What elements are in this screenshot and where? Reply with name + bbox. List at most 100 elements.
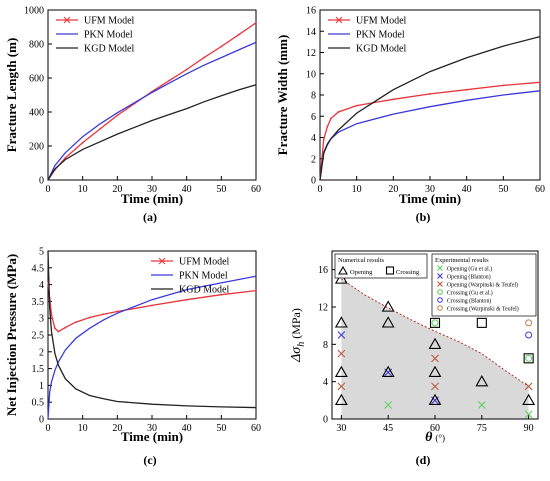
y-tick-label: 2.5	[32, 331, 45, 342]
experimental-opening-point	[384, 401, 393, 409]
x-tick-label: 75	[477, 423, 487, 434]
series-point	[57, 330, 60, 333]
x-tick-label: 0	[46, 184, 51, 195]
series-line-kgd-model	[47, 250, 257, 409]
y-tick-label: 12	[306, 48, 316, 59]
numerical-opening-point	[522, 393, 536, 406]
legend-marker	[63, 16, 71, 24]
series-line-pkn-model	[319, 90, 541, 181]
x-axis-label: Time (min)	[121, 191, 183, 206]
x-tick-label: 0	[318, 184, 323, 195]
series-point	[255, 21, 257, 24]
legend-experimental-label: Opening (Blanton)	[447, 274, 491, 281]
series-point	[185, 298, 188, 301]
x-tick-label: 30	[425, 184, 435, 195]
y-tick-label: 1	[39, 381, 44, 392]
x-tick-label: 50	[498, 184, 508, 195]
y-tick-label: 1000	[24, 6, 44, 17]
y-tick-label: 0.5	[32, 398, 45, 409]
series-point	[81, 141, 84, 144]
series-point	[50, 313, 53, 316]
numerical-opening-point	[334, 365, 348, 378]
x-tick-label: 90	[524, 423, 534, 434]
series-point	[203, 56, 205, 59]
legend-marker	[158, 257, 166, 265]
series-point	[337, 111, 340, 113]
panel-label: (c)	[143, 453, 156, 467]
y-tick-label: 14	[306, 27, 316, 38]
series-point	[465, 88, 468, 91]
experimental-opening-point	[524, 382, 533, 391]
legend-experimental-title: Experimental results	[435, 257, 489, 264]
numerical-opening-point	[428, 337, 442, 350]
legend-label: KGD Model	[84, 44, 134, 55]
x-tick-label: 60	[535, 184, 545, 195]
y-tick-label: 1.5	[32, 364, 45, 375]
x-tick-label: 20	[388, 184, 398, 195]
series-line-kgd-model	[319, 35, 541, 181]
legend-label: PKN Model	[84, 30, 133, 41]
numerical-opening-point	[381, 316, 395, 328]
legend-label: KGD Model	[356, 44, 406, 55]
experimental-opening-point	[477, 401, 486, 409]
legend-experimental-label: Opening (Gu et al.)	[447, 266, 492, 273]
x-tick-label: 30	[336, 423, 346, 434]
x-tick-label: 20	[112, 423, 122, 434]
experimental-opening-point	[431, 354, 439, 363]
numerical-opening-point	[381, 365, 395, 378]
series-point	[429, 93, 431, 95]
legend-label: UFM Model	[356, 16, 407, 27]
x-tick-label: 10	[78, 423, 88, 434]
series-point	[54, 327, 56, 330]
experimental-crossing-point	[525, 319, 533, 327]
legend-numerical-label: Crossing	[396, 269, 420, 276]
y-tick-label: 16	[306, 6, 316, 17]
y-axis-subscript: h	[296, 342, 307, 347]
series-point	[64, 157, 67, 159]
x-tick-label: 40	[462, 184, 472, 195]
y-tick-label: 200	[29, 142, 44, 153]
experimental-opening-point	[437, 265, 443, 271]
legend-numerical-crossing-marker	[385, 266, 395, 275]
x-tick-label: 45	[383, 423, 393, 434]
series-point	[322, 138, 325, 141]
numerical-opening-point	[381, 300, 395, 312]
x-axis-label: Time (min)	[121, 429, 183, 444]
y-tick-label: 2	[39, 347, 44, 358]
series-point	[64, 326, 67, 329]
y-tick-label: 600	[29, 74, 44, 85]
x-tick-label: 30	[147, 184, 157, 195]
numerical-opening-point	[334, 393, 348, 406]
experimental-opening-point	[431, 382, 439, 391]
series-line-pkn-model	[47, 41, 257, 181]
legend-numerical-label: Opening	[350, 269, 373, 276]
y-tick-label: 800	[29, 40, 44, 51]
legend-label: UFM Model	[84, 16, 135, 27]
series-point	[355, 104, 358, 107]
y-axis-label: Fracture Length (m)	[4, 38, 19, 153]
series-point	[88, 316, 91, 319]
experimental-crossing-point	[437, 305, 443, 311]
boundary-curve	[341, 278, 529, 387]
numerical-opening-point	[475, 375, 489, 387]
panel-d-stress-vs-angle: 30 45 60 75 90 0 4 8 12 16 Numerical results Openin…	[289, 250, 539, 467]
experimental-crossing-point	[525, 331, 533, 339]
legend-label: PKN Model	[179, 271, 228, 282]
experimental-opening-point	[337, 349, 346, 358]
x-tick-label: 50	[216, 423, 226, 434]
legend-experimental-label: Crossing (Gu et al.)	[447, 290, 493, 297]
x-tick-label: 30	[147, 423, 157, 434]
x-tick-label: 60	[251, 423, 261, 434]
x-tick-label: 60	[430, 423, 440, 434]
series-line-ufm-model	[319, 81, 541, 181]
legend-experimental-label: Crossing (Blanton)	[447, 298, 491, 305]
series-point	[102, 313, 105, 316]
series-point	[392, 98, 395, 101]
experimental-opening-point	[524, 410, 533, 419]
y-tick-label: 3.5	[32, 297, 45, 308]
legend-experimental-label: Crossing (Warpinski & Teufel)	[447, 306, 519, 313]
experimental-crossing-point	[437, 289, 443, 295]
panel-label: (a)	[143, 210, 157, 224]
x-tick-label: 60	[251, 184, 261, 195]
